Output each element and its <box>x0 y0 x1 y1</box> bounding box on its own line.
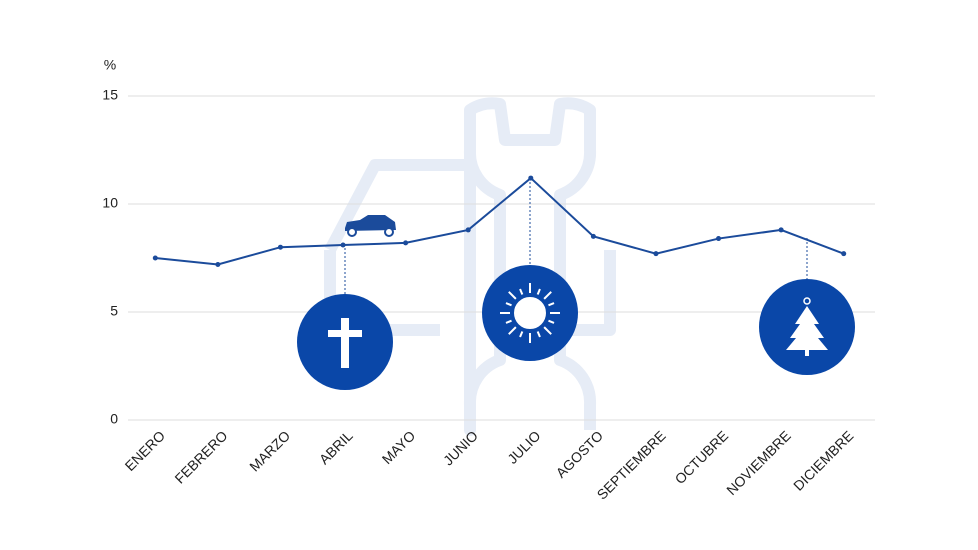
y-tick-label: 5 <box>110 303 118 319</box>
data-point <box>215 261 221 267</box>
x-tick-label: AGOSTO <box>553 427 607 481</box>
data-point <box>152 255 158 261</box>
tree-icon <box>759 279 855 375</box>
sun-ray <box>543 291 552 300</box>
data-point <box>340 242 346 248</box>
y-tick-label: 15 <box>102 87 118 103</box>
decorations <box>297 178 855 390</box>
x-tick-label: JUNIO <box>440 427 481 468</box>
sun-ray <box>548 302 555 307</box>
sun-ray <box>519 331 524 338</box>
data-point <box>778 227 784 233</box>
sun-ray <box>508 326 517 335</box>
sun-ray <box>508 291 517 300</box>
y-tick-label: 0 <box>110 411 118 427</box>
data-point <box>277 244 283 250</box>
sun-ray <box>519 288 524 295</box>
x-tick-label: FEBRERO <box>171 427 230 486</box>
sun-ray <box>536 331 541 338</box>
data-point <box>528 175 534 181</box>
cross-icon <box>297 294 393 390</box>
x-tick-label: JULIO <box>504 427 543 466</box>
x-tick-label: MAYO <box>379 427 419 467</box>
x-tick-label: ABRIL <box>316 427 356 467</box>
x-tick-label: MARZO <box>246 427 293 474</box>
car-icon <box>345 215 396 237</box>
y-axis-label: % <box>104 57 116 73</box>
sun-ray <box>536 288 541 295</box>
sun-ray <box>505 319 512 324</box>
x-tick-label: OCTUBRE <box>672 427 732 487</box>
sun-ray <box>543 326 552 335</box>
sun-ray <box>548 319 555 324</box>
watermark <box>324 97 616 436</box>
data-point <box>841 251 847 257</box>
data-point <box>716 236 722 242</box>
x-tick-label: DICIEMBRE <box>790 427 856 493</box>
data-point <box>465 227 471 233</box>
sun-icon <box>482 265 578 361</box>
sun-ray <box>505 302 512 307</box>
data-point <box>403 240 409 246</box>
y-tick-label: 10 <box>102 195 118 211</box>
data-point <box>653 251 659 257</box>
data-line <box>155 176 845 266</box>
x-tick-label: NOVIEMBRE <box>723 427 794 498</box>
x-tick-label: ENERO <box>122 427 169 474</box>
data-point <box>590 233 596 239</box>
